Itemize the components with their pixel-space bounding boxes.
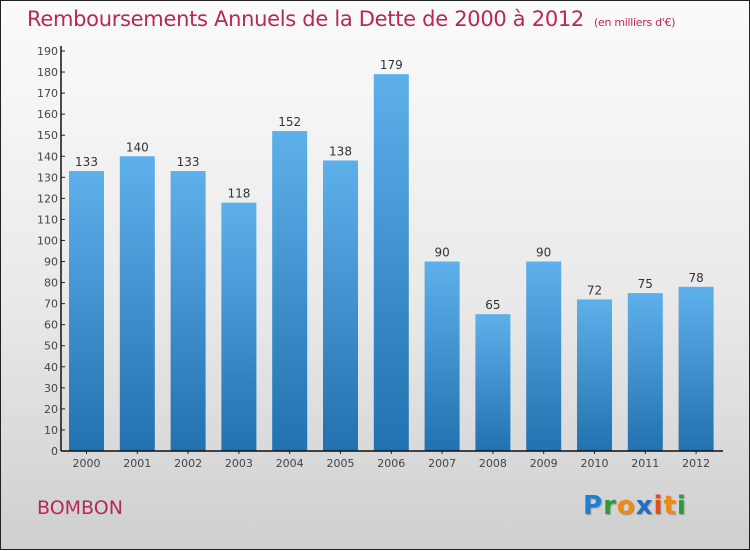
logo-letter: o (616, 491, 636, 521)
y-tick-label-140: 140 (37, 150, 58, 163)
y-tick-label-130: 130 (37, 171, 58, 184)
bar-2000 (69, 171, 104, 451)
value-label-2002: 133 (177, 155, 200, 169)
y-tick-label-10: 10 (44, 424, 58, 437)
x-tick-label-2011: 2011 (631, 457, 659, 470)
y-tick-label-40: 40 (44, 361, 58, 374)
bar-2012 (678, 286, 714, 451)
bar-2003 (221, 202, 257, 451)
y-tick-label-110: 110 (37, 213, 58, 226)
unit-label: (en milliers d'€) (594, 16, 676, 29)
x-tick-label-2003: 2003 (225, 457, 253, 470)
y-tick-label-90: 90 (44, 256, 58, 269)
value-label-2008: 65 (485, 298, 500, 312)
value-label-2007: 90 (434, 246, 449, 260)
value-label-2012: 78 (688, 271, 703, 285)
value-label-2003: 118 (227, 187, 250, 201)
value-label-2004: 152 (278, 115, 301, 129)
x-tick-label-2004: 2004 (276, 457, 304, 470)
y-tick-label-160: 160 (37, 108, 58, 121)
x-tick-label-2006: 2006 (377, 457, 405, 470)
y-tick-label-150: 150 (37, 129, 58, 142)
title-text: Remboursements Annuels de la Dette de 20… (27, 7, 584, 31)
y-tick-label-50: 50 (44, 340, 58, 353)
logo-letter: x (635, 491, 654, 521)
bar-2009 (526, 261, 562, 451)
y-tick-label-20: 20 (44, 403, 58, 416)
y-tick-label-30: 30 (44, 382, 58, 395)
bar-2005 (323, 160, 358, 451)
value-label-2009: 90 (536, 246, 551, 260)
y-tick-label-80: 80 (44, 277, 58, 290)
y-tick-label-190: 190 (37, 45, 58, 58)
axes-group: 2000 2001 2002 2003 2004 2005 2006 2007 2008 2009… (37, 45, 723, 470)
bar-2008 (475, 314, 511, 451)
bar-2001 (119, 156, 155, 451)
value-label-2000: 133 (75, 155, 98, 169)
bar-2004 (272, 131, 308, 451)
x-tick-label-2007: 2007 (428, 457, 456, 470)
y-tick-label-60: 60 (44, 319, 58, 332)
y-tick-label-100: 100 (37, 234, 58, 247)
y-tick-label-120: 120 (37, 192, 58, 205)
logo-letter: P (583, 491, 604, 521)
x-tick-label-2010: 2010 (581, 457, 609, 470)
logo-letter: r (603, 491, 617, 521)
x-tick-label-2009: 2009 (530, 457, 558, 470)
y-tick-label-70: 70 (44, 298, 58, 311)
value-label-2011: 75 (638, 277, 653, 291)
bar-2011 (627, 293, 663, 451)
proxiti-logo[interactable]: Proxiti (583, 491, 687, 521)
logo-letter: t (663, 491, 677, 521)
y-tick-label-0: 0 (51, 445, 58, 458)
x-tick-label-2001: 2001 (123, 457, 151, 470)
bar-2007 (424, 261, 460, 451)
x-tick-label-2002: 2002 (174, 457, 202, 470)
x-tick-label-2005: 2005 (327, 457, 355, 470)
logo-letter: i (653, 491, 664, 521)
value-label-2006: 179 (380, 58, 403, 72)
x-tick-label-2012: 2012 (682, 457, 710, 470)
y-tick-label-180: 180 (37, 66, 58, 79)
value-label-2001: 140 (126, 140, 149, 154)
bar-2010 (577, 299, 612, 451)
value-label-2005: 138 (329, 144, 352, 158)
commune-name: BOMBON (37, 497, 123, 519)
bar-2006 (373, 74, 409, 451)
logo-letter: i (676, 491, 687, 521)
bar-2002 (170, 171, 206, 451)
y-tick-label-170: 170 (37, 87, 58, 100)
x-tick-label-2000: 2000 (73, 457, 101, 470)
bars-group: 133 140 133 118 152 138 179 90 65 90 72 75 78 (69, 58, 714, 451)
x-tick-label-2008: 2008 (479, 457, 507, 470)
value-label-2010: 72 (587, 283, 602, 297)
chart-title: Remboursements Annuels de la Dette de 20… (27, 7, 675, 31)
